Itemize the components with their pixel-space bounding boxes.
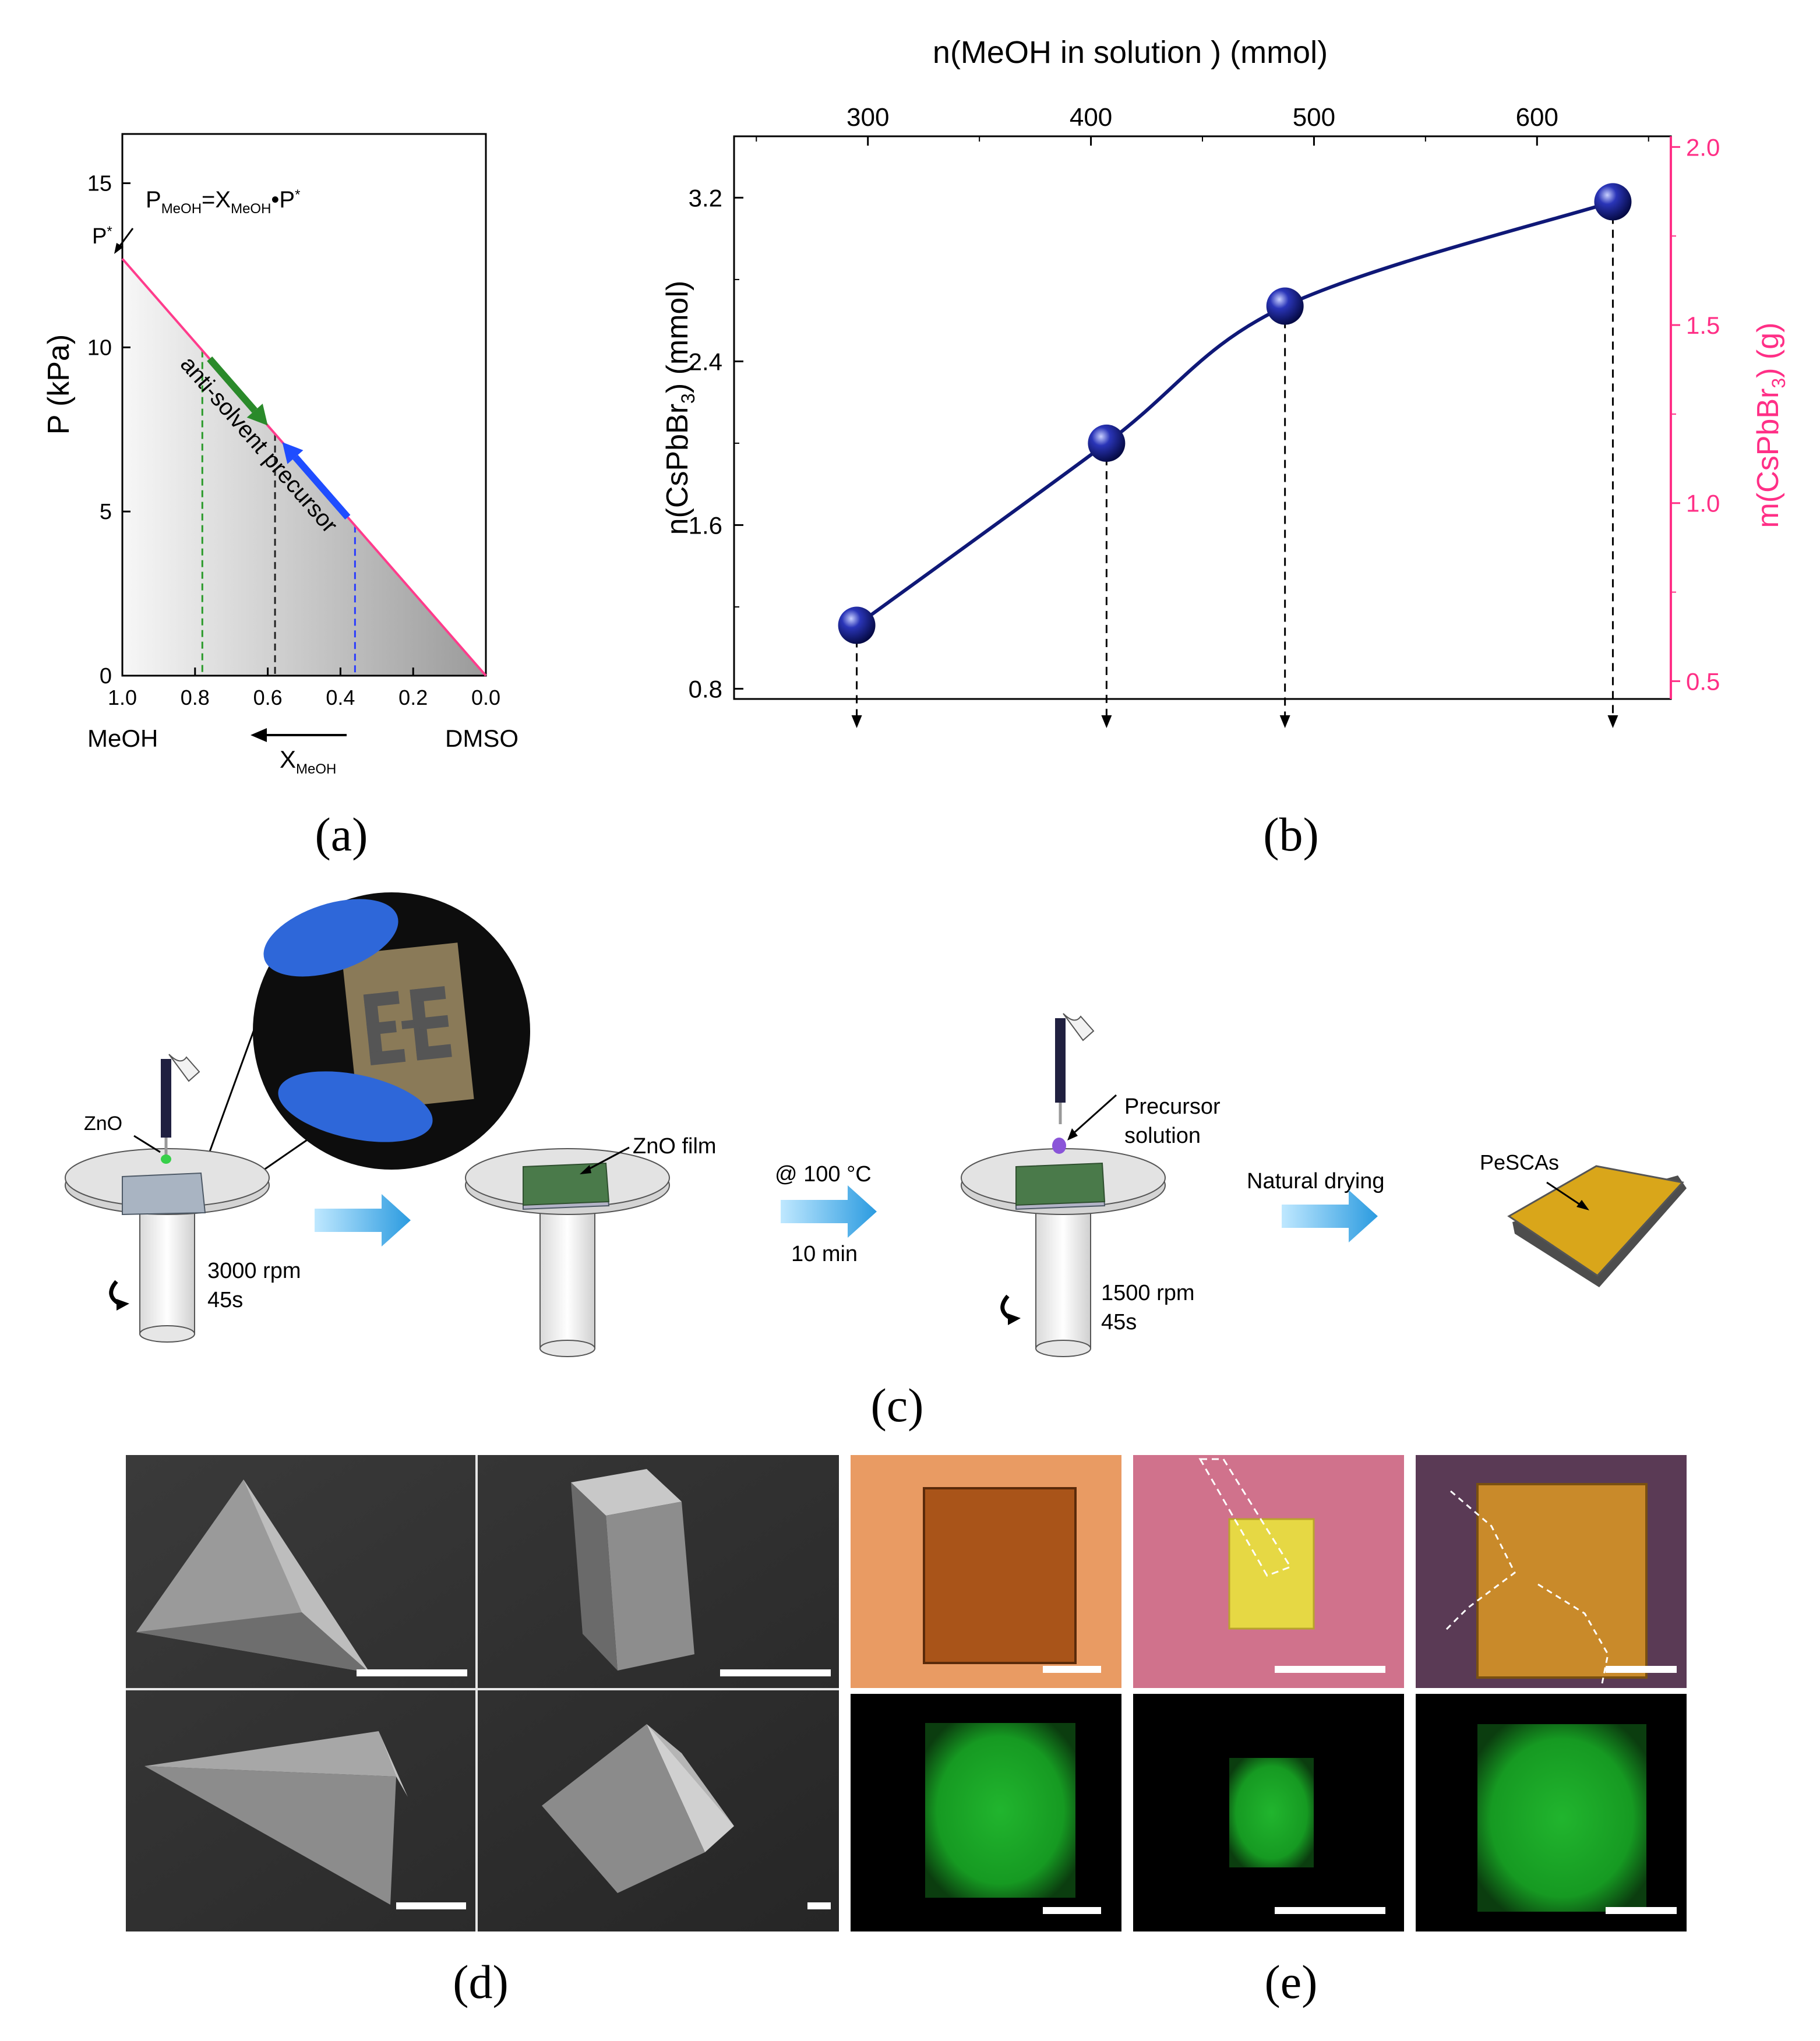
pescas-substrate [1507, 1165, 1687, 1287]
spin-time-1: 45s [207, 1288, 243, 1312]
right-y-axis-label: m(CsPbBr3) (g) [1751, 323, 1789, 528]
pstar-pointer [118, 228, 134, 247]
equation-label: PMeOH=XMeOH•P* [146, 187, 300, 217]
right-tick-label: 2.0 [1686, 133, 1720, 161]
data-point [1266, 287, 1304, 325]
left-tick-label: 0.8 [689, 675, 722, 702]
drop-arrowhead [1101, 715, 1112, 728]
process-arrow-3 [1282, 1190, 1378, 1242]
y-axis-label: P (kPa) [42, 334, 76, 435]
right-tick-label: 1.0 [1686, 490, 1720, 517]
y-tick-label: 5 [100, 500, 112, 524]
data-point [838, 606, 876, 644]
x-tick-label: 0.8 [181, 686, 210, 709]
pstar-pointer-head [114, 243, 124, 254]
panel-b-frame [733, 135, 1672, 700]
process-arrow-2 [781, 1185, 877, 1238]
right-tick-label: 1.5 [1686, 312, 1720, 339]
y-tick-label: 10 [87, 336, 112, 360]
x-axis-label: XMeOH [280, 746, 336, 777]
dmso-label: DMSO [445, 725, 519, 752]
y-tick-label: 15 [87, 172, 112, 196]
left-tick-label: 2.4 [689, 348, 722, 375]
x-tick-label: 0.6 [253, 686, 283, 709]
arrow-head [246, 404, 268, 426]
spin-speed-1: 3000 rpm [207, 1259, 301, 1283]
sem-tetrahedron [136, 1479, 467, 1676]
data-point [1594, 183, 1632, 221]
arrow-head [282, 442, 304, 464]
pstar-label: P* [92, 224, 112, 249]
panel-b-ticks: 300 400 500 600 0.8 1.6 2.4 3.2 0.5 1.0 1.5 2.0 [689, 103, 1720, 702]
left-tick-label: 3.2 [689, 184, 722, 211]
panel-b-chart: n(MeOH in solution ) (mmol) 300 400 500 600… [661, 35, 1789, 728]
panel-a-frame [121, 133, 487, 677]
panel-label-e: (e) [1264, 1955, 1317, 2008]
sem-wedge [542, 1724, 831, 1909]
anneal-time: 10 min [791, 1242, 858, 1266]
left-tick-label: 1.6 [689, 511, 722, 539]
top-tick-label: 500 [1293, 103, 1335, 132]
panel-label-b: (b) [1263, 808, 1319, 861]
panel-label-d: (d) [453, 1955, 509, 2008]
x-tick-label: 0.0 [471, 686, 500, 709]
pescas-label: PeSCAs [1480, 1150, 1559, 1174]
precursor-label-line1: Precursor [1124, 1094, 1221, 1119]
process-schematic: ZnO 3000 rpm 45s ZnO film @ 100 °C 10 mi… [65, 892, 1687, 1357]
panel-label-a: (a) [315, 808, 368, 861]
panel-label-c: (c) [870, 1379, 923, 1432]
x-tick-label: 1.0 [108, 686, 137, 709]
top-x-axis-label: n(MeOH in solution ) (mmol) [933, 35, 1328, 70]
x-tick-label: 0.4 [326, 686, 355, 709]
sem-elongated-pyramid [144, 1731, 466, 1909]
meoh-label: MeOH [87, 725, 158, 752]
x-direction-arrowhead [251, 728, 267, 742]
drying-label: Natural drying [1247, 1169, 1385, 1193]
drop-arrowhead [851, 715, 862, 728]
top-tick-label: 300 [846, 103, 889, 132]
sem-image-grid [126, 1455, 839, 1931]
zno-label: ZnO [84, 1113, 122, 1135]
drop-arrowhead [1607, 715, 1618, 728]
panel-a-ticks: 1.0 0.8 0.6 0.4 0.2 0.0 0 5 10 15 [87, 172, 500, 709]
process-arrow-1 [315, 1194, 411, 1247]
panel-a-dashed-markers [201, 350, 356, 676]
y-tick-label: 0 [100, 664, 112, 688]
spin-speed-2: 1500 rpm [1101, 1281, 1195, 1305]
series-points [838, 183, 1632, 644]
zno-film-label: ZnO film [633, 1134, 717, 1159]
top-tick-label: 600 [1516, 103, 1558, 132]
series-line [855, 200, 1614, 627]
spin-coater-3 [961, 1013, 1166, 1357]
data-point [1088, 424, 1126, 462]
spin-coater-1 [65, 1054, 270, 1343]
arrow-shaft [207, 356, 258, 413]
optical-image-grid [851, 1455, 1687, 1931]
top-tick-label: 400 [1070, 103, 1112, 132]
spin-coater-2 [465, 1146, 670, 1357]
left-y-axis-label: n(CsPbBr3) (mmol) [661, 281, 699, 535]
sem-prism [571, 1469, 831, 1676]
drop-arrowhead [1279, 715, 1290, 728]
right-tick-label: 0.5 [1686, 668, 1720, 695]
x-tick-label: 0.2 [398, 686, 428, 709]
anneal-temperature: @ 100 °C [775, 1162, 872, 1187]
panel-b-drop-lines [851, 202, 1618, 728]
spin-time-2: 45s [1101, 1310, 1137, 1334]
precursor-label-line2: solution [1124, 1124, 1201, 1148]
arrow-shaft [292, 454, 351, 520]
